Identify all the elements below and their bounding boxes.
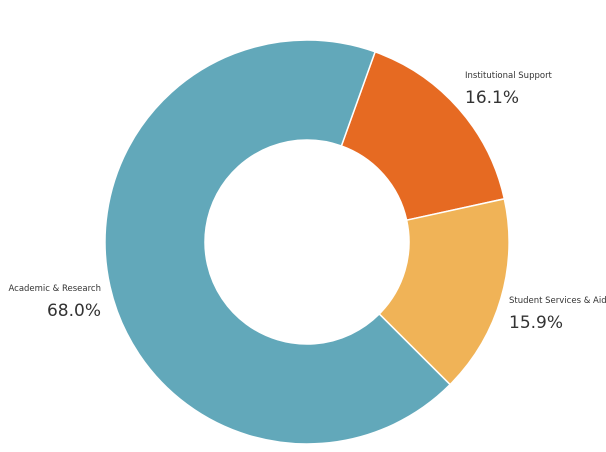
slice-value-label: 68.0% [47,301,101,321]
donut-slice [378,197,510,386]
donut-slice [104,39,452,445]
slice-category-label: Student Services & Aid [509,296,606,306]
slice-category-label: Institutional Support [465,71,553,81]
slice-category-label: Academic & Research [8,284,101,294]
donut-slice [340,50,506,222]
slice-value-label: 15.9% [509,313,563,333]
slice-value-label: 16.1% [465,88,519,108]
